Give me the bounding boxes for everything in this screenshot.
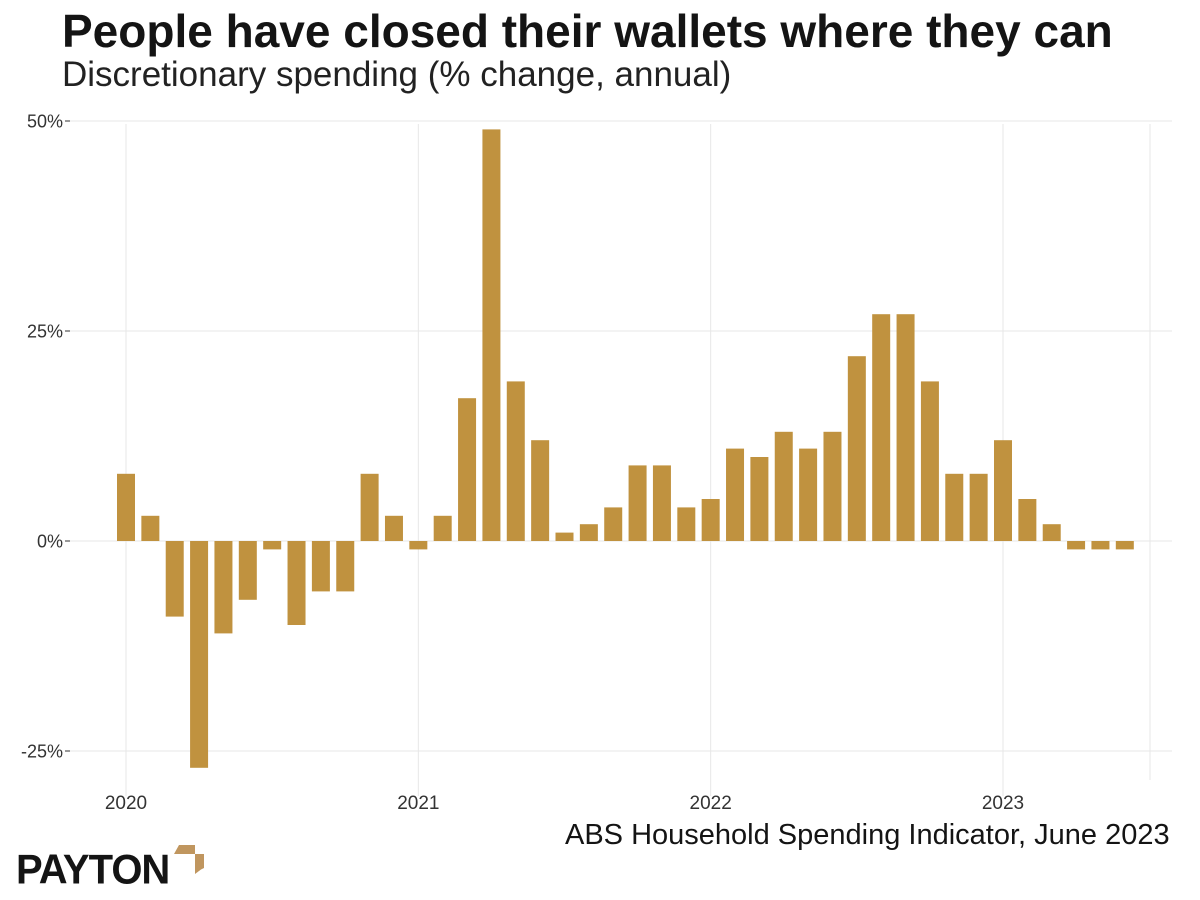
svg-text:2022: 2022 <box>690 793 732 814</box>
svg-text:2021: 2021 <box>397 793 439 814</box>
svg-text:0%: 0% <box>37 532 63 552</box>
svg-text:2023: 2023 <box>982 793 1024 814</box>
svg-text:-25%: -25% <box>21 742 63 762</box>
svg-text:2020: 2020 <box>105 793 147 814</box>
svg-text:50%: 50% <box>27 112 63 132</box>
svg-text:25%: 25% <box>27 322 63 342</box>
